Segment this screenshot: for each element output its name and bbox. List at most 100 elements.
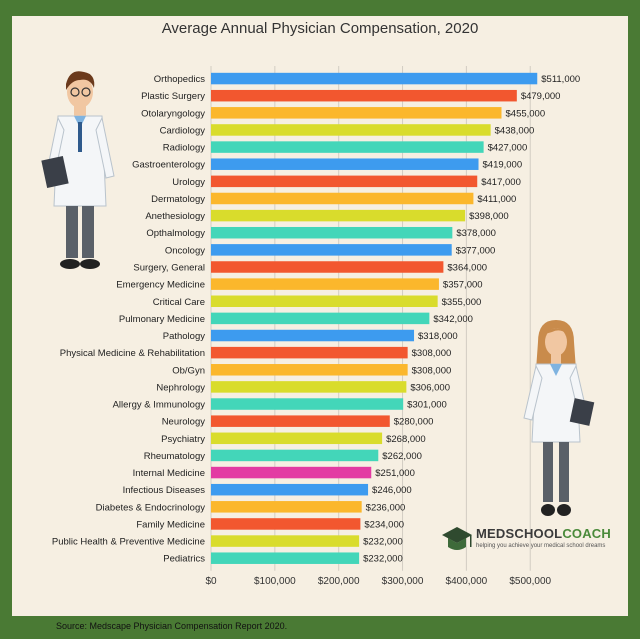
x-tick-label: $300,000 [382, 576, 424, 587]
category-label: Emergency Medicine [116, 280, 205, 291]
category-label: Opthalmology [146, 228, 205, 239]
bar [211, 89, 517, 102]
bar [211, 483, 369, 496]
data-label: $455,000 [506, 108, 546, 119]
data-label: $306,000 [410, 382, 450, 393]
data-label: $355,000 [442, 297, 482, 308]
bar [211, 501, 362, 513]
data-label: $251,000 [375, 468, 415, 479]
graduation-cap-icon [442, 527, 472, 550]
bar [211, 381, 407, 393]
data-label: $398,000 [469, 211, 509, 222]
bar [211, 209, 466, 222]
category-label: Urology [172, 177, 205, 188]
bar [211, 295, 438, 308]
category-label: Critical Care [153, 297, 205, 308]
data-label: $377,000 [456, 245, 496, 256]
chart-title: Average Annual Physician Compensation, 2… [161, 20, 479, 37]
bar [211, 226, 453, 239]
category-label: Pathology [163, 331, 206, 342]
source-note: Source: Medscape Physician Compensation … [56, 621, 288, 631]
male-doctor-illustration [41, 71, 115, 269]
category-label: Radiology [163, 143, 205, 154]
logo-wordmark-part1: MEDSCHOOL [476, 526, 563, 541]
data-label: $301,000 [407, 400, 447, 411]
category-label: Pediatrics [163, 554, 205, 565]
data-label: $419,000 [483, 160, 523, 171]
category-label: Physical Medicine & Rehabilitation [60, 348, 205, 359]
bar [211, 192, 474, 205]
x-tick-label: $200,000 [318, 576, 360, 587]
data-label: $427,000 [488, 143, 528, 154]
bar [211, 278, 439, 290]
x-tick-label: $0 [205, 576, 217, 587]
data-label: $232,000 [363, 554, 403, 565]
category-label: Diabetes & Endocrinology [96, 502, 206, 513]
data-label: $308,000 [412, 348, 452, 359]
category-label: Public Health & Preventive Medicine [52, 537, 205, 548]
x-tick-label: $500,000 [509, 576, 551, 587]
logo-tagline: helping you achieve your medical school … [476, 543, 606, 549]
bar [211, 415, 390, 427]
category-label: Dermatology [151, 194, 205, 205]
bar [211, 329, 415, 342]
category-label: Surgery, General [133, 262, 205, 273]
data-label: $364,000 [447, 262, 487, 273]
bar [211, 244, 452, 256]
bar [211, 312, 430, 325]
data-label: $411,000 [477, 194, 516, 205]
x-tick-label: $100,000 [254, 576, 296, 587]
bar [211, 398, 404, 410]
bar [211, 175, 478, 188]
data-label: $308,000 [412, 365, 452, 376]
category-label: Neurology [162, 417, 206, 428]
logo-wordmark-part2: COACH [562, 526, 611, 541]
bar [211, 535, 360, 547]
data-label: $318,000 [418, 331, 458, 342]
category-label: Rheumatology [144, 451, 206, 462]
data-label: $417,000 [481, 177, 521, 188]
bar [211, 449, 379, 462]
category-label: Orthopedics [154, 74, 205, 85]
data-label: $268,000 [386, 434, 426, 445]
category-label: Pulmonary Medicine [119, 314, 205, 325]
bar [211, 261, 444, 273]
category-label: Cardiology [160, 125, 206, 136]
bar [211, 552, 360, 564]
medschoolcoach-logo: MEDSCHOOLCOACH helping you achieve your … [440, 523, 620, 563]
data-label: $236,000 [366, 502, 406, 513]
bar [211, 432, 383, 445]
bar [211, 72, 538, 85]
female-doctor-illustration [523, 320, 595, 516]
data-label: $234,000 [364, 519, 404, 530]
bar [211, 141, 484, 153]
category-label: Anethesiology [145, 211, 205, 222]
category-label: Ob/Gyn [172, 365, 205, 376]
category-label: Gastroenterology [132, 160, 205, 171]
data-label: $357,000 [443, 280, 483, 291]
category-label: Allergy & Immunology [113, 400, 206, 411]
category-label: Oncology [165, 245, 205, 256]
category-label: Infectious Diseases [123, 485, 206, 496]
data-label: $342,000 [433, 314, 473, 325]
category-label: Psychiatry [161, 434, 205, 445]
bar [211, 158, 479, 170]
data-label: $246,000 [372, 485, 412, 496]
data-label: $438,000 [495, 125, 535, 136]
category-label: Plastic Surgery [141, 91, 205, 102]
data-label: $479,000 [521, 91, 561, 102]
data-label: $280,000 [394, 417, 434, 428]
bar [211, 107, 502, 119]
bar [211, 364, 408, 376]
category-label: Family Medicine [136, 519, 205, 530]
data-label: $232,000 [363, 537, 403, 548]
bar [211, 346, 408, 359]
category-label: Otolaryngology [141, 108, 205, 119]
logo-wordmark: MEDSCHOOLCOACH [476, 526, 611, 541]
bar [211, 466, 372, 479]
x-tick-label: $400,000 [446, 576, 488, 587]
bar [211, 124, 491, 136]
bar [211, 518, 361, 530]
data-label: $378,000 [456, 228, 496, 239]
